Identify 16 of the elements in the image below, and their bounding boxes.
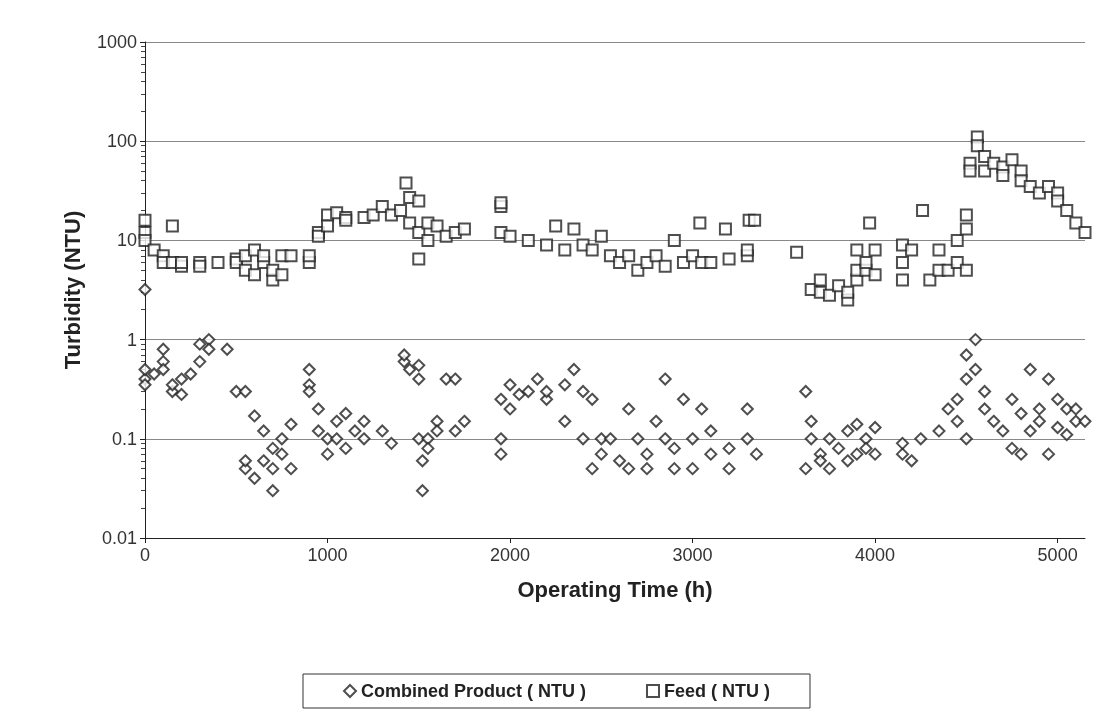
x-tick-label: 5000 — [1037, 545, 1078, 565]
y-tick-label: 10 — [116, 230, 137, 251]
x-tick-label: 1000 — [307, 545, 348, 565]
y-tick-label: 100 — [106, 131, 137, 152]
x-tick-label: 4000 — [855, 545, 896, 565]
x-tick-label: 2000 — [490, 545, 531, 565]
y-tick-label: 1 — [126, 329, 137, 350]
y-axis-title: Turbidity (NTU) — [59, 210, 85, 370]
x-tick-label: 3000 — [672, 545, 713, 565]
y-tick-label: 0.1 — [111, 428, 137, 449]
legend-label: Combined Product ( NTU ) — [361, 681, 586, 701]
x-tick-label: 0 — [139, 545, 151, 565]
y-tick-label: 0.01 — [101, 528, 137, 548]
y-tick-label: 1000 — [96, 32, 137, 52]
x-axis-title: Operating Time (h) — [517, 576, 713, 602]
legend-label: Feed ( NTU ) — [663, 681, 770, 701]
